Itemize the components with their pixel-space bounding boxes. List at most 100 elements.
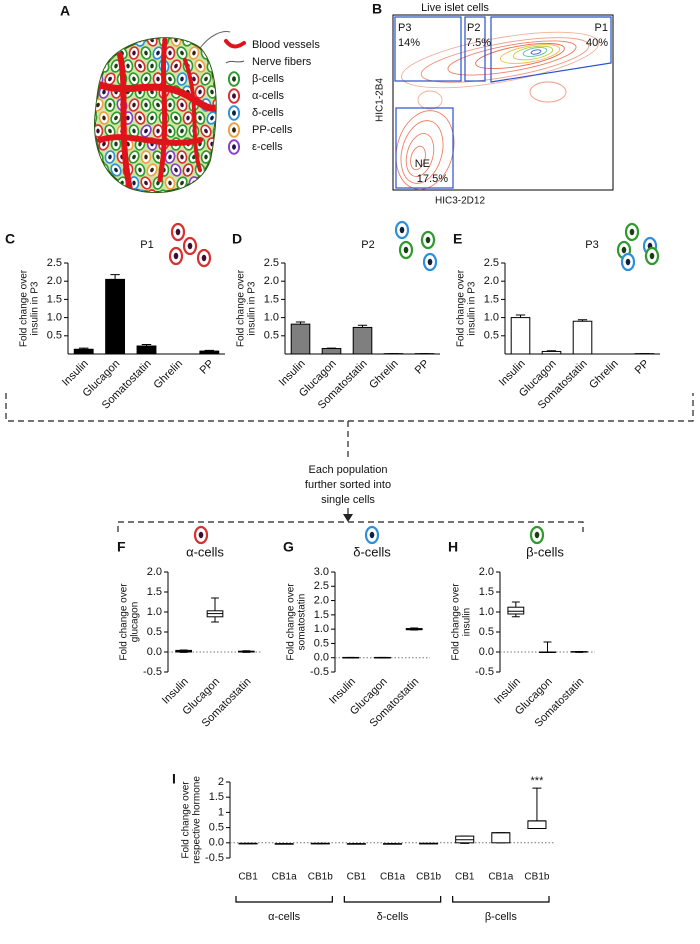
cell-icon [212,150,216,164]
y-tick-label: 2.0 [47,275,62,287]
cell-icon [164,124,176,138]
legend-label: Nerve fibers [252,56,312,68]
whisker [211,616,219,623]
cell-icon [164,72,176,86]
cell-nucleus [168,128,172,134]
y-axis-label: Fold change over [19,269,30,347]
chart-title: α-cells [186,544,224,559]
cell-nucleus [126,63,130,69]
cell-nucleus [174,63,178,69]
cell-nucleus [138,141,142,147]
cell-icon [140,98,152,112]
cell-nucleus [144,50,148,56]
cell-nucleus [102,141,106,147]
x-tick-label: Ghrelin [587,358,621,392]
cell-icon [95,59,98,73]
dashed-connectors [5,393,694,532]
y-tick-label: 1.0 [479,606,494,618]
chart-title: P3 [585,239,598,251]
cell-nucleus [175,228,181,236]
blood-vessel [97,134,203,146]
cell-nucleus [180,76,184,82]
legend-label: α-cells [252,90,285,102]
y-tick-label: 2.0 [314,594,329,606]
gate [395,107,454,189]
cell-nucleus [210,167,214,173]
cell-icon [95,124,104,138]
cell-icon [98,38,110,47]
cell-icon [170,163,182,177]
cell-icon [644,246,660,266]
gate-percent: 17.5% [417,173,448,185]
cell-icon [146,189,158,193]
cell-icon [164,46,176,60]
cell-icon [95,38,98,47]
cell-body [206,189,216,193]
nerve-fiber [199,31,231,49]
cell-nucleus [132,102,136,108]
cell-body [134,189,146,193]
x-tick-label: Ghrelin [367,358,401,392]
cell-nucleus [114,63,118,69]
error-bar [295,321,306,325]
whisker [543,641,552,652]
y-tick-label: 0.0 [314,652,329,664]
cell-icon [364,525,380,545]
cell-icon [168,246,184,266]
cell-nucleus [399,226,405,234]
cell-nucleus [108,102,112,108]
bar [352,326,373,355]
cell-nucleus [198,63,202,69]
legend-label: δ-cells [252,107,284,119]
cell-nucleus [114,115,118,121]
cell-nucleus [369,531,375,539]
y-tick-label: 1.5 [147,586,162,598]
cell-icon [164,150,176,164]
group-bracket [452,896,550,903]
cell-icon [152,124,164,138]
cell-nucleus [114,38,118,43]
cell-icon [98,189,110,193]
cell-nucleus [108,128,112,134]
group-label: α-cells [268,911,301,923]
box [527,820,547,830]
cell-body [158,189,170,193]
cell-nucleus [192,76,196,82]
cell-icon [110,38,122,47]
x-tick-label: CB1b [416,872,441,883]
blood-vessel [157,38,168,183]
cell-nucleus [150,89,154,95]
cell-nucleus [204,128,208,134]
cell-icon [164,176,176,190]
box [491,832,511,844]
dashed-bracket [5,393,694,422]
error-bar [204,349,215,352]
cell-icon [227,105,241,121]
cell-nucleus [629,228,635,236]
x-tick-label: Ghrelin [152,358,186,392]
y-tick-label: 1.5 [47,293,62,305]
y-tick-label: 2.5 [264,257,279,269]
cell-icon [104,46,116,60]
cell-icon [146,163,158,177]
cell-icon [194,189,206,193]
x-tick-label: CB1 [455,872,475,883]
x-tick-label: PP [198,358,217,377]
gate-percent: 14% [398,37,420,49]
cell-nucleus [144,180,148,186]
cell-nucleus [138,63,142,69]
cell-icon [122,59,134,73]
axis-label: HIC3-2D12 [435,196,485,207]
cell-nucleus [156,76,160,82]
gate-percent: 40% [586,37,608,49]
panel-letter: I [172,771,176,787]
cell-nucleus [138,167,142,173]
y-tick-label: 1.0 [264,312,279,324]
y-tick-label: 0.0 [479,646,494,658]
contour [522,47,548,57]
cell-nucleus [168,102,172,108]
plot-title: Live islet cells [421,2,489,14]
cell-nucleus [138,193,143,199]
cell-nucleus [180,50,184,56]
cell-nucleus [132,154,136,160]
